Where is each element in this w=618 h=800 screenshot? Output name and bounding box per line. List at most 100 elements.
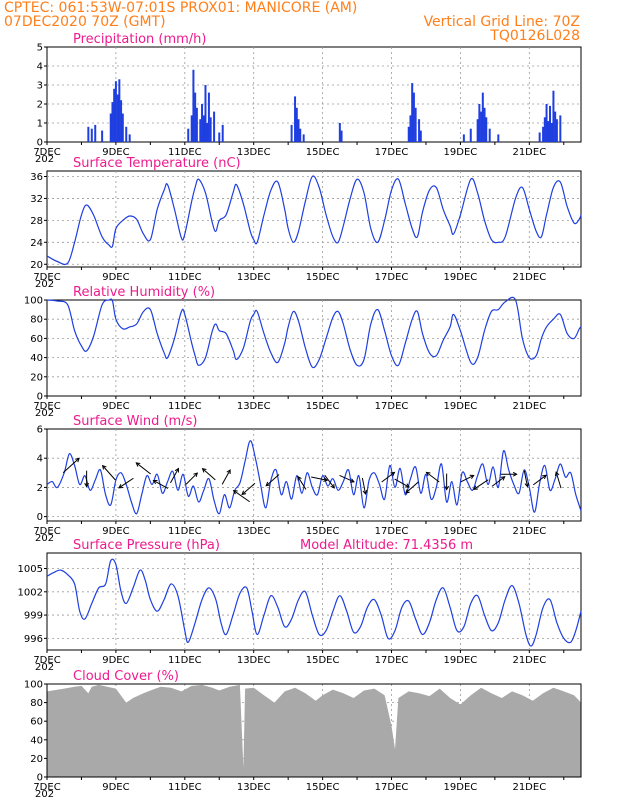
wind-arrow	[221, 469, 231, 485]
panel-frame	[46, 46, 582, 143]
precip-bar	[411, 83, 414, 142]
precip-bar	[543, 117, 546, 142]
wind-arrow-shaft	[394, 478, 410, 488]
wind-arrow-head	[390, 471, 396, 477]
y-tick-label: 32	[30, 194, 43, 205]
precip-bar	[87, 126, 90, 142]
y-tick-label: 24	[30, 238, 43, 249]
wind-arrow-head	[542, 474, 547, 480]
wind-arrow-head	[201, 467, 207, 473]
wind-arrow-shaft	[460, 475, 474, 483]
x-tick-label: 17DEC	[375, 272, 409, 283]
wind-arrow-shaft	[102, 465, 116, 481]
header-grid-line: Vertical Grid Line: 70Z	[423, 14, 580, 30]
x-year-label: 202	[35, 279, 54, 290]
y-tick-label: 0	[37, 392, 43, 403]
x-tick-label: 9DEC	[102, 272, 129, 283]
y-tick-label: 40	[30, 353, 43, 364]
x-year-label: 202	[35, 408, 54, 419]
header-model: TQ0126L028	[490, 28, 580, 44]
wind-arrow-head	[512, 471, 518, 477]
wind-arrow-head	[405, 489, 410, 494]
precip-bar	[412, 92, 415, 142]
precip-bar	[202, 115, 205, 142]
wind-arrow	[405, 481, 419, 494]
x-tick-label: 15DEC	[306, 782, 340, 793]
precip-bar	[213, 111, 216, 142]
wind-arrow-head	[174, 467, 179, 473]
wind-arrow	[532, 474, 547, 486]
wind-arrow	[339, 474, 355, 483]
precip-bar	[207, 92, 210, 142]
wind-arrow-head	[524, 482, 530, 488]
x-tick-label: 19DEC	[444, 526, 478, 537]
wind-arrow	[118, 477, 134, 489]
precip-bar	[290, 124, 293, 142]
x-tick-label: 11DEC	[168, 272, 202, 283]
x-tick-label: 17DEC	[375, 655, 409, 666]
wind-arrow-shaft	[523, 470, 528, 487]
precip-bar	[109, 113, 112, 142]
x-tick-label: 13DEC	[237, 782, 271, 793]
x-tick-label: 21DEC	[512, 147, 546, 158]
x-tick-label: 11DEC	[168, 526, 202, 537]
wind-arrow-shaft	[532, 474, 547, 486]
precip-bar	[192, 69, 195, 142]
panel-frame-top	[46, 683, 582, 778]
precip-bar	[302, 134, 305, 142]
precip-bar	[121, 113, 124, 142]
panel-title: Cloud Cover (%)	[73, 669, 179, 684]
y-tick-label: 60	[30, 334, 43, 345]
wind-arrow-shaft	[62, 457, 80, 474]
y-tick-label: 36	[30, 172, 43, 183]
wind-arrow	[523, 470, 530, 488]
wind-arrow-shaft	[491, 476, 506, 487]
series-line	[46, 440, 582, 515]
x-tick-label: 9DEC	[102, 782, 129, 793]
wind-arrow-head	[75, 457, 80, 463]
x-tick-label: 11DEC	[168, 655, 202, 666]
wind-arrow-head	[473, 485, 478, 490]
x-tick-label: 19DEC	[444, 401, 478, 412]
x-tick-label: 11DEC	[168, 147, 202, 158]
x-tick-label: 21DEC	[512, 782, 546, 793]
y-tick-label: 0	[37, 512, 43, 523]
x-tick-label: 15DEC	[306, 655, 340, 666]
wind-arrow	[241, 482, 256, 496]
wind-arrow-shaft	[170, 468, 179, 484]
wind-arrow-head	[193, 472, 199, 478]
wind-arrow-shaft	[233, 490, 250, 503]
wind-arrow-head	[101, 464, 107, 470]
wind-arrow	[135, 462, 151, 475]
x-tick-label: 21DEC	[512, 272, 546, 283]
precip-bar	[297, 119, 300, 142]
wind-arrow	[473, 479, 489, 490]
panel-frame	[46, 428, 582, 522]
x-tick-label: 17DEC	[375, 782, 409, 793]
precip-bar	[338, 123, 341, 142]
precip-bar	[554, 111, 557, 142]
panel-4: 996 999 1002 1005 7DEC 9DEC 11DEC 13DEC 15DEC 17D…	[18, 538, 582, 673]
x-year-label: 202	[35, 533, 54, 544]
y-tick-label: 0	[37, 773, 43, 784]
wind-arrow-head	[444, 485, 449, 491]
y-tick-label: 999	[24, 611, 43, 622]
x-tick-label: 15DEC	[306, 526, 340, 537]
precip-bar	[201, 104, 204, 142]
precip-bar	[114, 81, 117, 142]
x-tick-label: 13DEC	[237, 526, 271, 537]
wind-arrow-head	[232, 489, 238, 495]
precip-bar	[538, 132, 541, 142]
precip-bar	[483, 107, 486, 142]
precip-bar	[294, 96, 297, 142]
panel-title: Relative Humidity (%)	[73, 285, 215, 300]
precip-bar	[204, 85, 207, 142]
x-tick-label: 9DEC	[102, 526, 129, 537]
wind-arrow-shaft	[405, 481, 419, 494]
precip-bar	[195, 107, 198, 142]
precip-bar	[187, 128, 190, 142]
wind-arrow-head	[323, 477, 329, 482]
panel-title: Surface Temperature (nC)	[73, 156, 241, 171]
wind-arrow-head	[349, 478, 355, 483]
